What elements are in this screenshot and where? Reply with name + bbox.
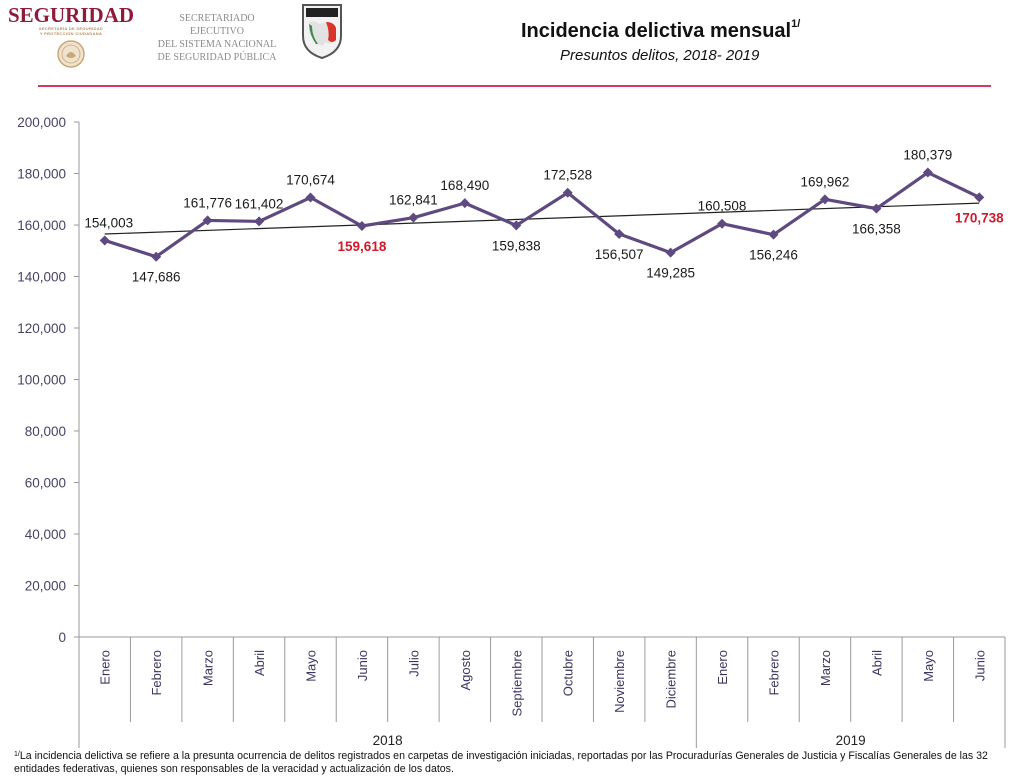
sesnsp-shield-icon [302, 4, 342, 60]
x-category-label: Julio [406, 650, 421, 677]
seguridad-logo: SEGURIDAD SECRETARÍA DE SEGURIDAD Y PROT… [8, 4, 134, 74]
trend-line [104, 202, 980, 235]
data-label: 172,528 [543, 168, 592, 183]
sesnsp-line-3: DE SEGURIDAD PÚBLICA [157, 52, 277, 63]
data-label: 160,508 [698, 199, 747, 214]
y-tick-label: 120,000 [17, 321, 66, 336]
data-label: 180,379 [903, 148, 952, 163]
seguridad-logo-subtitle-1: SECRETARÍA DE SEGURIDAD [38, 26, 104, 31]
data-point-marker [151, 251, 162, 262]
footnote-marker: 1/ [14, 751, 20, 758]
data-point-marker [356, 220, 367, 231]
sesnsp-line-1: SECRETARIADO EJECUTIVO [179, 13, 255, 37]
footnote-text: La incidencia delictiva se refiere a la … [14, 750, 988, 775]
data-point-marker [922, 167, 933, 178]
data-point-marker [305, 192, 316, 203]
title-footnote-marker: 1/ [791, 18, 801, 30]
y-tick-label: 140,000 [17, 270, 66, 285]
x-category-label: Mayo [304, 650, 319, 682]
x-category-label: Junio [972, 650, 987, 681]
y-tick-label: 60,000 [25, 476, 66, 491]
data-point-marker [665, 247, 676, 258]
x-category-label: Enero [715, 650, 730, 685]
data-point-marker [717, 218, 728, 229]
data-label: 169,962 [801, 174, 850, 189]
data-label: 162,841 [389, 193, 438, 208]
data-point-marker [871, 203, 882, 214]
data-point-marker [562, 187, 573, 198]
page-title: Incidencia delictiva mensual1/ [521, 18, 801, 43]
data-label: 159,618 [338, 239, 387, 254]
sesnsp-logo-text: SECRETARIADO EJECUTIVO DEL SISTEMA NACIO… [152, 12, 282, 64]
y-tick-label: 200,000 [17, 115, 66, 130]
data-label: 156,507 [595, 247, 644, 262]
x-category-label: Marzo [818, 650, 833, 686]
data-label: 161,402 [235, 196, 284, 211]
x-category-label: Agosto [458, 650, 473, 690]
data-label: 168,490 [440, 178, 489, 193]
header-divider [38, 85, 991, 87]
footnote: 1/La incidencia delictiva se refiere a l… [14, 750, 1019, 776]
x-category-label: Junio [355, 650, 370, 681]
data-point-marker [974, 192, 985, 203]
national-seal-icon [57, 40, 85, 68]
x-category-label: Noviembre [612, 650, 627, 713]
data-point-marker [614, 228, 625, 239]
year-group-label: 2019 [836, 733, 866, 748]
line-chart: 0 20,000 40,000 60,000 80,000 100,000 120,000 1… [17, 115, 1006, 748]
data-point-marker [202, 215, 213, 226]
data-point-marker [408, 212, 419, 223]
x-category-label: Febrero [149, 650, 164, 696]
data-label: 166,358 [852, 222, 901, 237]
series-line [104, 170, 980, 259]
data-point-marker [511, 220, 522, 231]
seguridad-logo-subtitle-2: Y PROTECCIÓN CIUDADANA [39, 31, 103, 36]
data-point-marker [459, 198, 470, 209]
data-label: 161,776 [183, 195, 232, 210]
data-point-marker [768, 229, 779, 240]
page-subtitle: Presuntos delitos, 2018- 2019 [560, 47, 760, 64]
data-label: 154,003 [84, 215, 133, 230]
year-group-label: 2018 [373, 733, 403, 748]
y-tick-label: 100,000 [17, 373, 66, 388]
x-category-label: Abril [869, 650, 884, 676]
data-point-marker [254, 216, 265, 227]
x-category-label: Mayo [921, 650, 936, 682]
data-label: 149,285 [646, 266, 695, 281]
y-tick-label: 40,000 [25, 527, 66, 542]
data-label: 147,686 [132, 270, 181, 285]
x-category-label: Enero [98, 650, 113, 685]
x-category-label: Septiembre [509, 650, 524, 716]
y-tick-label: 20,000 [25, 579, 66, 594]
data-label: 170,738 [955, 210, 1004, 225]
x-category-label: Febrero [767, 650, 782, 696]
y-tick-label: 80,000 [25, 424, 66, 439]
data-point-marker [99, 235, 110, 246]
data-point-marker [819, 194, 830, 205]
data-label: 156,246 [749, 248, 798, 263]
sesnsp-line-2: DEL SISTEMA NACIONAL [157, 39, 277, 50]
x-category-label: Abril [252, 650, 267, 676]
y-tick-label: 180,000 [17, 167, 66, 182]
x-category-label: Diciembre [664, 650, 679, 709]
x-category-label: Marzo [201, 650, 216, 686]
y-tick-label: 0 [58, 630, 66, 645]
page-title-text: Incidencia delictiva mensual [521, 20, 792, 42]
data-label: 170,674 [286, 173, 335, 188]
y-tick-label: 160,000 [17, 218, 66, 233]
x-category-label: Octubre [561, 650, 576, 696]
seguridad-logo-word: SEGURIDAD [8, 3, 135, 27]
data-label: 159,838 [492, 238, 541, 253]
